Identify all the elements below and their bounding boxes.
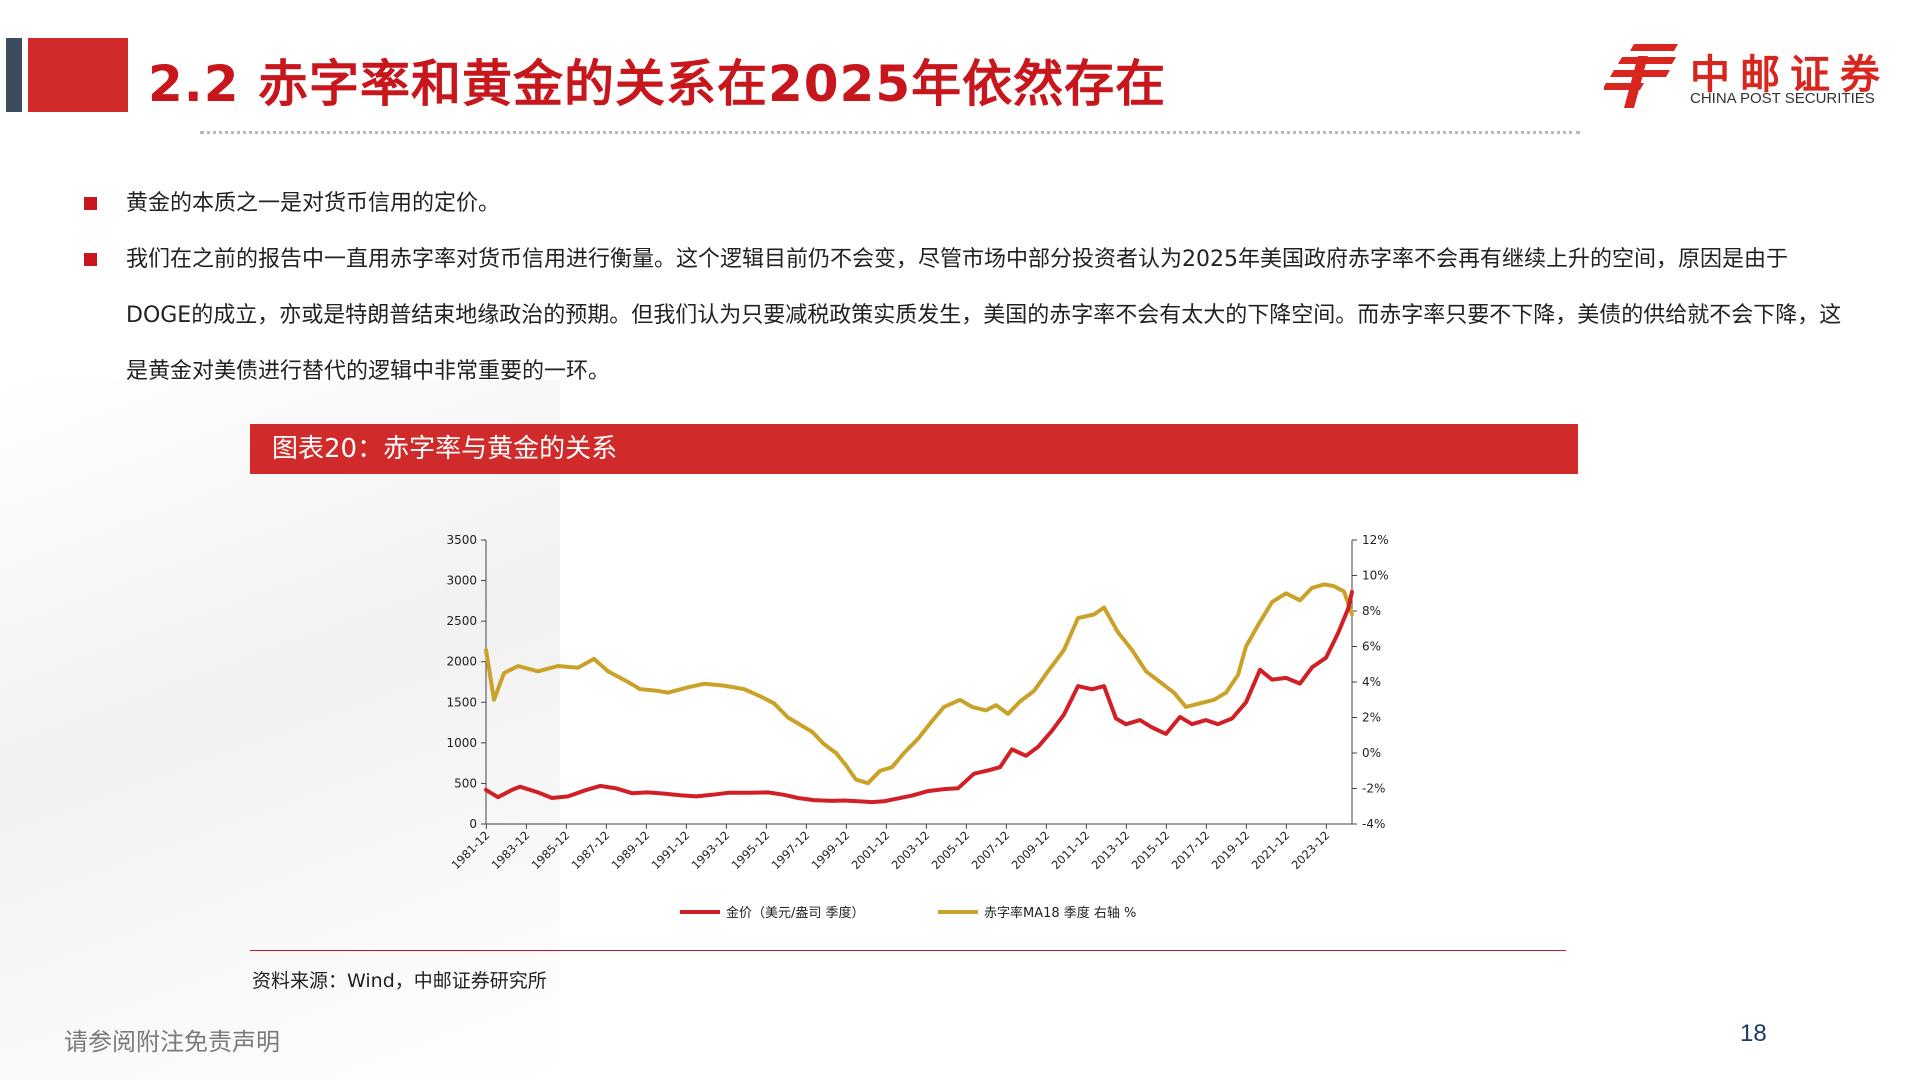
x-tick-label: 1993-12: [689, 828, 733, 872]
page-title: 2.2 赤字率和黄金的关系在2025年依然存在: [148, 55, 1167, 113]
bullet-item: 我们在之前的报告中一直用赤字率对货币信用进行衡量。这个逻辑目前仍不会变，尽管市场…: [84, 232, 1844, 400]
gold-price-line: [484, 589, 1354, 805]
x-tick-label: 1983-12: [489, 828, 533, 872]
right-tick-label: 10%: [1362, 569, 1389, 583]
x-tick-label: 2015-12: [1129, 828, 1173, 872]
source-note: 资料来源：Wind，中邮证券研究所: [252, 970, 547, 992]
x-tick-label: 1987-12: [569, 828, 613, 872]
x-tick-label: 2005-12: [929, 828, 973, 872]
x-tick-label: 2009-12: [1009, 828, 1053, 872]
brand-logo: 中邮证券 CHINA POST SECURITIES: [1604, 40, 1894, 112]
deficit-gold-chart: 0 500 1000 1500 2000 2500 3000 3500 -4% -2% 0% 2% 4%…: [446, 533, 1389, 921]
right-tick-label: 2%: [1362, 711, 1381, 725]
square-bullet-icon: [84, 253, 97, 266]
left-tick-label: 2500: [446, 614, 477, 628]
x-tick-label: 2003-12: [889, 828, 933, 872]
chart-caption: 图表20：赤字率与黄金的关系: [250, 424, 1578, 474]
deficit-rate-line: [484, 582, 1354, 786]
x-tick-label: 2007-12: [969, 828, 1013, 872]
source-divider: [250, 950, 1566, 951]
right-tick-label: 12%: [1362, 533, 1389, 547]
left-tick-label: 2000: [446, 655, 477, 669]
right-tick-label: 4%: [1362, 675, 1381, 689]
legend-label: 赤字率MA18 季度 右轴 %: [984, 905, 1136, 921]
bullet-item: 黄金的本质之一是对货币信用的定价。: [84, 176, 1844, 232]
right-tick-label: -4%: [1362, 817, 1385, 831]
left-tick-label: 1000: [446, 736, 477, 750]
x-tick-label: 1985-12: [529, 828, 573, 872]
right-tick-label: -2%: [1362, 782, 1385, 796]
right-tick-label: 8%: [1362, 604, 1381, 618]
left-tick-label: 1500: [446, 695, 477, 709]
x-tick-label: 2013-12: [1089, 828, 1133, 872]
left-tick-label: 0: [469, 817, 477, 831]
x-tick-label: 1989-12: [609, 828, 653, 872]
title-divider: [200, 131, 1580, 134]
x-tick-label: 2021-12: [1249, 828, 1293, 872]
legend-label: 金价（美元/盎司 季度）: [726, 905, 865, 921]
logo-english-name: CHINA POST SECURITIES: [1690, 90, 1875, 107]
bullet-text: 黄金的本质之一是对货币信用的定价。: [126, 191, 501, 216]
bullet-text: 我们在之前的报告中一直用赤字率对货币信用进行衡量。这个逻辑目前仍不会变，尽管市场…: [126, 247, 1842, 384]
header-accent-block: [28, 38, 128, 112]
left-tick-label: 3500: [446, 533, 477, 547]
header-accent-bar: [6, 38, 22, 112]
page-number: 18: [1740, 1020, 1767, 1047]
x-tick-label: 2017-12: [1169, 828, 1213, 872]
left-tick-label: 3000: [446, 574, 477, 588]
disclaimer: 请参阅附注免责声明: [64, 1028, 280, 1056]
china-post-logo-icon: [1604, 44, 1678, 108]
x-tick-label: 2001-12: [849, 828, 893, 872]
x-tick-label: 1999-12: [809, 828, 853, 872]
x-tick-label: 1997-12: [769, 828, 813, 872]
x-tick-label: 1981-12: [449, 828, 493, 872]
logo-chinese-name: 中邮证券: [1690, 52, 1890, 98]
x-tick-label: 1995-12: [729, 828, 773, 872]
right-tick-label: 0%: [1362, 746, 1381, 760]
square-bullet-icon: [84, 197, 97, 210]
bullet-list: 黄金的本质之一是对货币信用的定价。 我们在之前的报告中一直用赤字率对货币信用进行…: [84, 176, 1844, 400]
left-tick-label: 500: [454, 776, 477, 790]
x-tick-label: 1991-12: [649, 828, 693, 872]
x-tick-label: 2023-12: [1289, 828, 1333, 872]
x-tick-label: 2019-12: [1209, 828, 1253, 872]
right-tick-label: 6%: [1362, 640, 1381, 654]
background-decoration: [0, 380, 560, 1080]
x-tick-label: 2011-12: [1049, 828, 1093, 872]
